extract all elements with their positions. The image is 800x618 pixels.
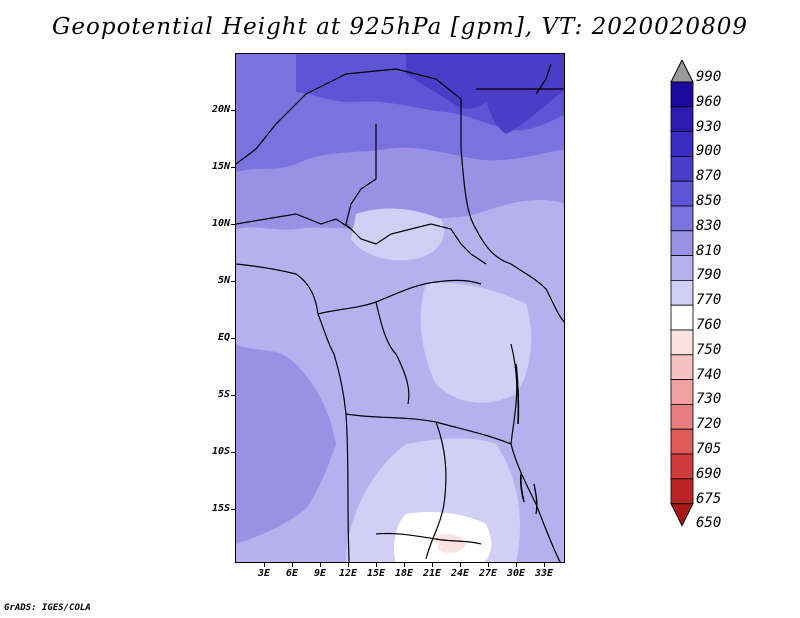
- colorbar-label: 930: [696, 118, 722, 135]
- lon-label-12e: 12E: [338, 568, 358, 579]
- lon-label-15e: 15E: [366, 568, 386, 579]
- lat-tick: [231, 224, 235, 225]
- colorbar-label: 770: [696, 292, 722, 309]
- lat-label-eq: EQ: [217, 332, 230, 343]
- field-band-870: [406, 54, 496, 109]
- colorbar-swatch: [670, 453, 694, 480]
- lon-label-21e: 21E: [422, 568, 442, 579]
- colorbar-swatch: [670, 180, 694, 207]
- lat-tick: [231, 395, 235, 396]
- colorbar-label: 720: [696, 416, 722, 433]
- colorbar-swatch: [670, 205, 694, 232]
- lat-tick: [231, 167, 235, 168]
- colorbar-label: 760: [696, 317, 722, 333]
- lat-label-20n: 20N: [211, 104, 230, 115]
- colorbar-swatch: [670, 279, 694, 306]
- lat-label-5s: 5S: [217, 389, 230, 400]
- lon-label-27e: 27E: [478, 568, 498, 579]
- field-pink-south: [436, 534, 466, 554]
- colorbar-label: 990: [696, 69, 722, 85]
- colorbar-swatch: [670, 354, 694, 380]
- lat-tick: [231, 281, 235, 282]
- lat-tick: [231, 110, 235, 111]
- lon-tick: [320, 563, 321, 567]
- lat-tick: [231, 452, 235, 453]
- lon-label-9e: 9E: [313, 568, 327, 579]
- colorbar-label: 960: [696, 93, 722, 110]
- colorbar-label: 810: [696, 242, 722, 259]
- lat-label-10s: 10S: [211, 446, 230, 457]
- field-band-870-east: [476, 54, 564, 134]
- lon-label-3e: 3E: [257, 568, 271, 579]
- colorbar-label: 675: [696, 490, 722, 507]
- lon-tick: [488, 563, 489, 567]
- colorbar-label: 650: [696, 515, 722, 532]
- lon-tick: [544, 563, 545, 567]
- colorbar-swatch: [670, 478, 694, 504]
- field-lobe-west: [236, 344, 336, 544]
- colorbar-label: 690: [696, 465, 722, 482]
- lon-tick: [404, 563, 405, 567]
- field-light-north: [351, 208, 445, 261]
- colorbar-label: 705: [696, 441, 722, 457]
- lon-tick: [460, 563, 461, 567]
- colorbar-label: 870: [696, 168, 722, 185]
- colorbar-swatch: [670, 304, 694, 331]
- colorbar-label: 790: [696, 267, 722, 284]
- lon-label-33e: 33E: [534, 568, 554, 579]
- map-title: Geopotential Height at 925hPa [gpm], VT:…: [52, 14, 748, 40]
- lon-tick: [292, 563, 293, 567]
- lon-tick: [432, 563, 433, 567]
- colorbar-swatch: [670, 403, 694, 430]
- lon-label-24e: 24E: [450, 568, 470, 579]
- colorbar-label: 900: [696, 143, 722, 160]
- colorbar-label: 830: [696, 217, 722, 234]
- lon-tick: [516, 563, 517, 567]
- lat-tick: [231, 338, 235, 339]
- lon-label-30e: 30E: [506, 568, 526, 579]
- colorbar-swatch: [670, 329, 694, 356]
- colorbar-swatch: [670, 81, 694, 108]
- lat-label-15n: 15N: [211, 161, 230, 172]
- lat-label-15s: 15S: [211, 503, 230, 514]
- colorbar-cap-top: [670, 60, 694, 83]
- lat-label-10n: 10N: [211, 218, 230, 229]
- lat-label-5n: 5N: [217, 275, 230, 286]
- colorbar-label: 740: [696, 366, 722, 383]
- colorbar-swatch: [670, 131, 694, 157]
- colorbar-swatch: [670, 428, 694, 455]
- colorbar-swatch: [670, 379, 694, 405]
- colorbar-cap-bottom: [670, 503, 694, 527]
- map-panel: [235, 53, 565, 563]
- colorbar-swatches: [670, 60, 694, 527]
- colorbar-swatch: [670, 156, 694, 182]
- field-light-central: [420, 282, 532, 403]
- colorbar-swatch: [670, 106, 694, 132]
- software-credit: GrADS: IGES/COLA: [4, 603, 91, 613]
- lon-tick: [264, 563, 265, 567]
- coastlines-borders: [236, 63, 564, 562]
- colorbar-label: 850: [696, 193, 722, 209]
- lon-label-18e: 18E: [394, 568, 414, 579]
- colorbar-swatch: [670, 255, 694, 281]
- lon-tick: [348, 563, 349, 567]
- geopotential-field: [236, 54, 564, 562]
- lat-tick: [231, 509, 235, 510]
- colorbar-swatch: [670, 230, 694, 257]
- lon-tick: [376, 563, 377, 567]
- colorbar-label: 750: [696, 341, 722, 358]
- colorbar-label: 730: [696, 391, 722, 408]
- lon-label-6e: 6E: [285, 568, 299, 579]
